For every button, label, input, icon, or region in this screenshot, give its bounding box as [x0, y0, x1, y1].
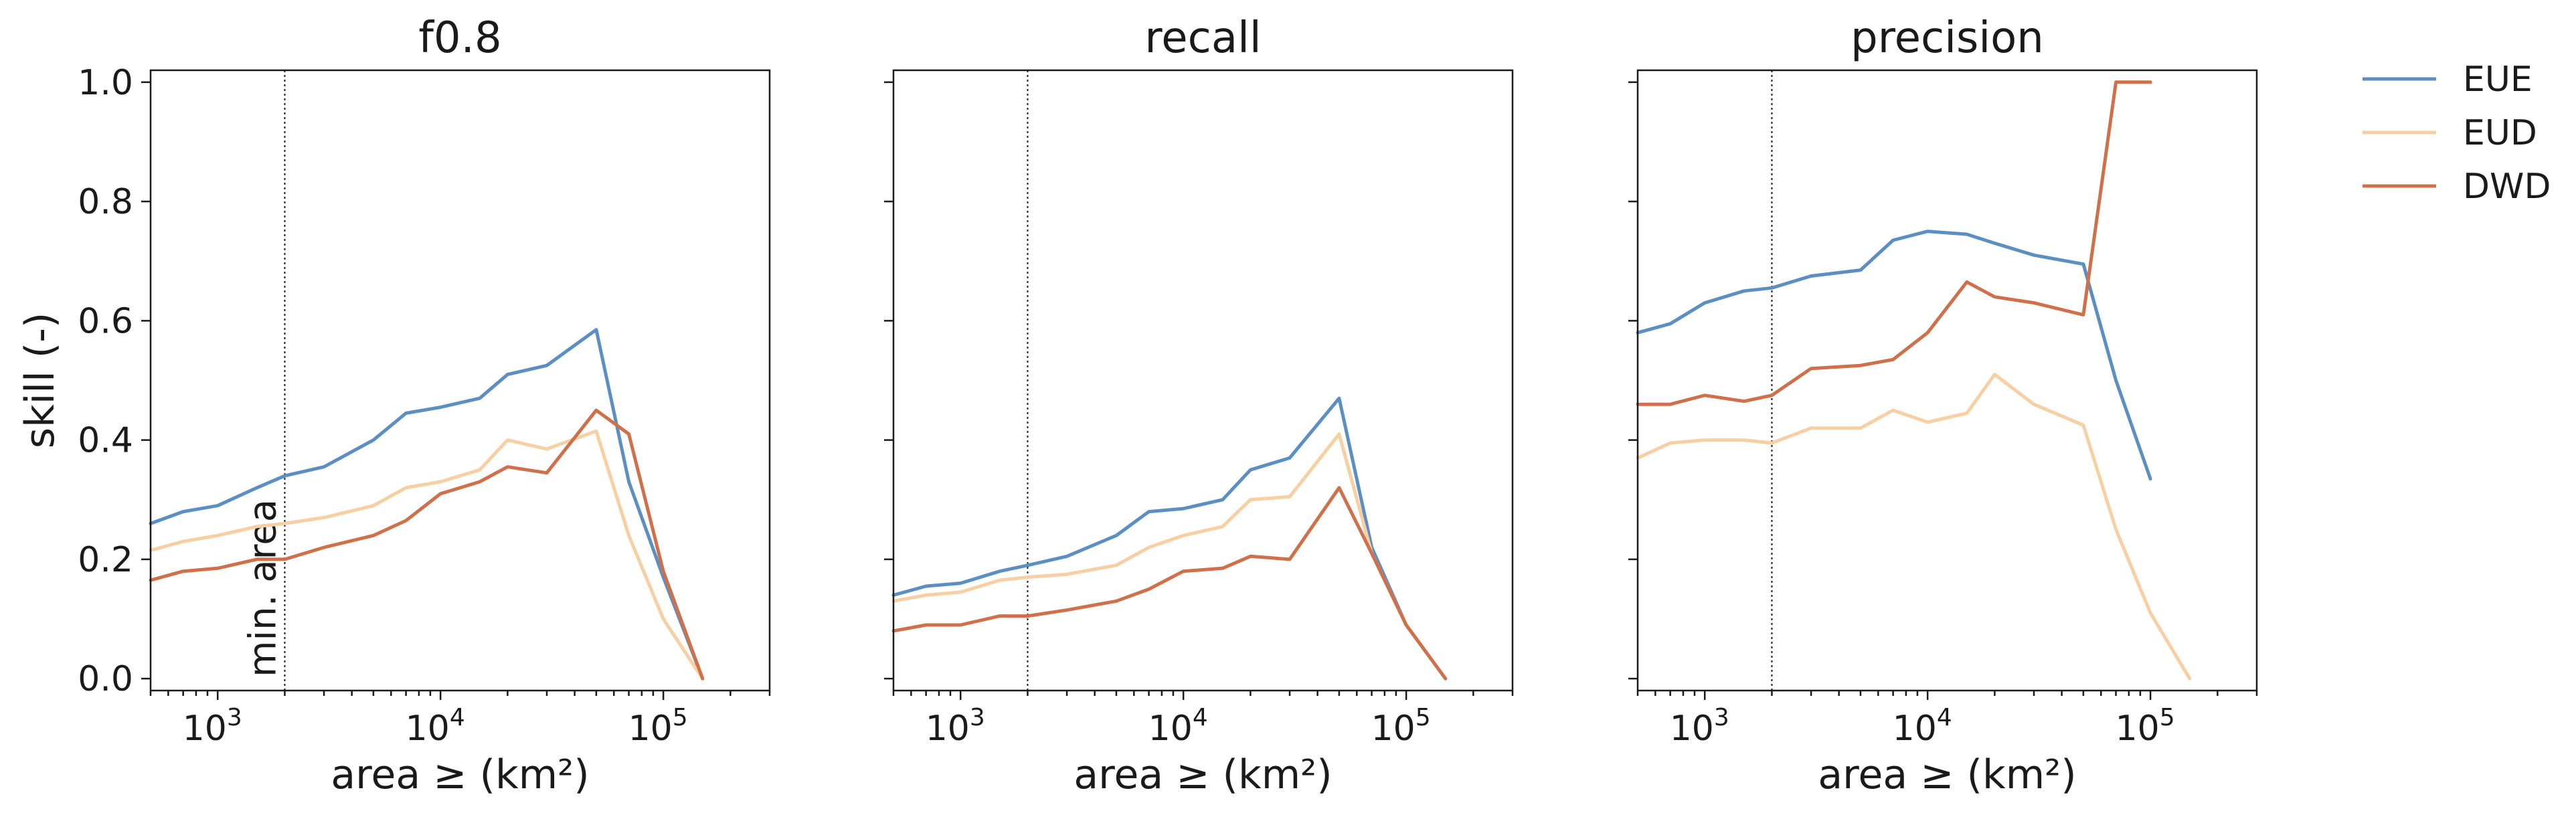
series-line-eue: [149, 328, 705, 681]
series-line-eud: [891, 432, 1448, 681]
y-tick-label: 0.6: [78, 301, 133, 341]
series-line-eue: [891, 396, 1448, 681]
panel-3: 103 104 105 precision area ≥ (km²): [1628, 13, 2258, 798]
x-axis-label: area ≥ (km²): [331, 751, 589, 798]
x-axis-label: area ≥ (km²): [1818, 751, 2076, 798]
series-line-eud: [1636, 373, 2192, 681]
series-line-eud: [149, 429, 705, 681]
legend: EUE EUD DWD: [2363, 60, 2551, 207]
legend-label-eue: EUE: [2463, 60, 2532, 100]
legend-label-eud: EUD: [2463, 113, 2537, 153]
x-tick-label: 105: [2116, 704, 2175, 749]
y-tick-label: 0.0: [78, 659, 133, 699]
series-line-dwd: [891, 486, 1448, 681]
x-tick-label: 103: [183, 704, 242, 749]
x-tick-label: 104: [1148, 704, 1208, 749]
x-tick-label: 105: [628, 704, 688, 749]
panel-title: precision: [1851, 13, 2044, 63]
x-tick-label: 104: [1893, 704, 1952, 749]
panel-2: 103 104 105 recall area ≥ (km²): [884, 13, 1514, 798]
x-axis-label: area ≥ (km²): [1074, 751, 1332, 798]
legend-label-dwd: DWD: [2463, 167, 2551, 207]
axes-frame: [892, 69, 1514, 692]
series-line-eue: [1636, 230, 2152, 481]
x-tick-label: 103: [1670, 704, 1729, 749]
y-tick-label: 1.0: [78, 63, 133, 103]
y-tick-label: 0.4: [78, 421, 133, 461]
y-tick-label: 0.8: [78, 182, 133, 222]
panel-title: recall: [1144, 13, 1261, 63]
panel-title: f0.8: [418, 13, 501, 63]
x-tick-label: 103: [926, 704, 985, 749]
axes-frame: [1636, 69, 2258, 692]
axes-frame: [149, 69, 771, 692]
x-tick-label: 105: [1371, 704, 1431, 749]
x-tick-label: 104: [406, 704, 465, 749]
series-line-dwd: [1636, 80, 2152, 406]
y-tick-label: 0.2: [78, 540, 133, 580]
series-line-dwd: [149, 408, 705, 681]
y-axis-label: skill (-): [17, 312, 64, 449]
